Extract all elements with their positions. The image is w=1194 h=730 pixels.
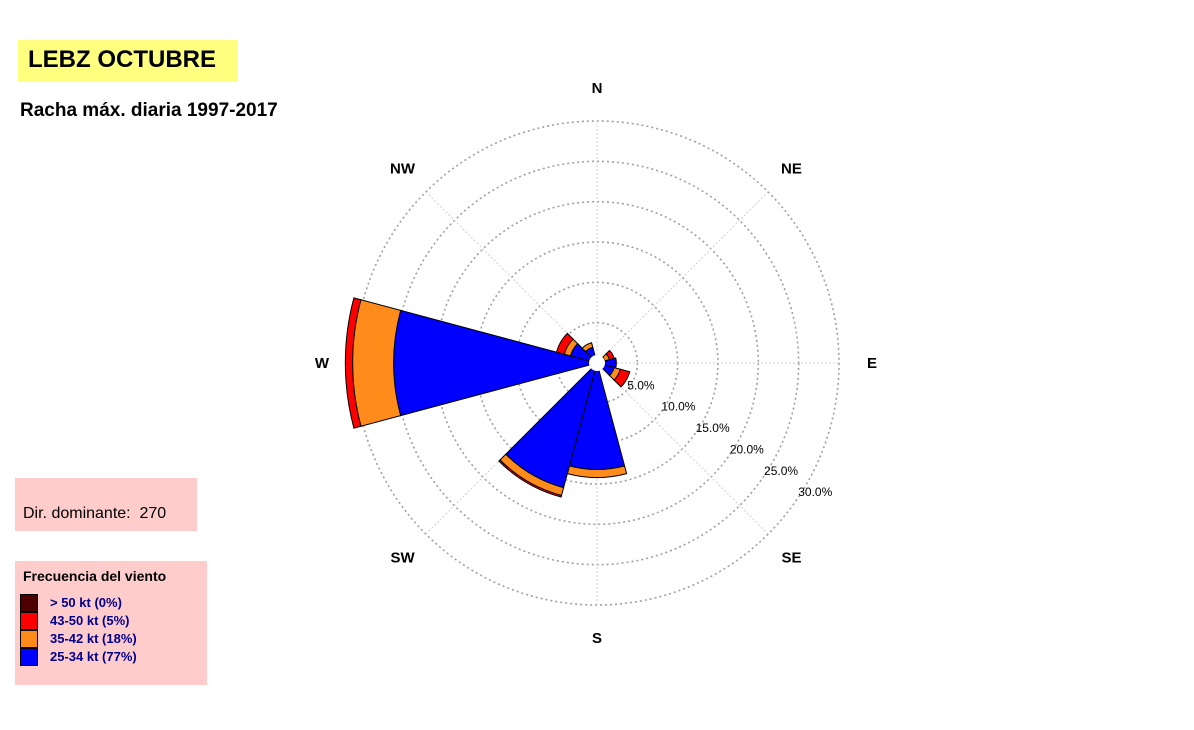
grid-spoke bbox=[596, 191, 769, 364]
legend-label: 25-34 kt (77%) bbox=[50, 649, 137, 664]
center-hole bbox=[589, 355, 605, 371]
chart-subtitle: Racha máx. diaria 1997-2017 bbox=[20, 100, 278, 121]
ring-label: 20.0% bbox=[730, 442, 764, 456]
sector-120-band-2 bbox=[613, 368, 631, 388]
sector-300-band-2 bbox=[555, 332, 574, 355]
ring-label: 25.0% bbox=[764, 464, 798, 478]
ring-label: 30.0% bbox=[798, 485, 832, 499]
direction-label-se: SE bbox=[781, 549, 801, 566]
dominant-direction-box: Dir. dominante: 270 bbox=[15, 478, 197, 531]
direction-label-sw: SW bbox=[390, 549, 415, 566]
sector-210-band-2 bbox=[498, 459, 563, 498]
title-box: LEBZ OCTUBRE bbox=[18, 40, 238, 82]
dominant-direction-text: Dir. dominante: 270 bbox=[23, 505, 167, 522]
chart-title: LEBZ OCTUBRE bbox=[28, 46, 216, 73]
legend-title: Frecuencia del viento bbox=[23, 568, 167, 584]
sector-270-band-1 bbox=[352, 299, 402, 427]
grid-spoke bbox=[596, 362, 769, 535]
sector-330-band-1 bbox=[581, 342, 594, 353]
legend-swatch bbox=[20, 594, 38, 612]
legend-item-43-50: 43-50 kt (5%) bbox=[20, 612, 200, 630]
legend-label: 35-42 kt (18%) bbox=[50, 631, 137, 646]
legend-label: 43-50 kt (5%) bbox=[50, 613, 130, 628]
direction-label-ne: NE bbox=[781, 161, 802, 178]
direction-label-s: S bbox=[592, 630, 602, 647]
legend-swatch bbox=[20, 612, 38, 630]
legend-swatch bbox=[20, 630, 38, 648]
ring-label: 10.0% bbox=[661, 400, 695, 414]
direction-label-n: N bbox=[592, 80, 603, 97]
direction-label-e: E bbox=[867, 355, 877, 372]
legend: Frecuencia del viento > 50 kt (0%) 43-50… bbox=[15, 561, 207, 685]
legend-item-35-42: 35-42 kt (18%) bbox=[20, 630, 200, 648]
legend-swatch bbox=[20, 648, 38, 666]
legend-item-25-34: 25-34 kt (77%) bbox=[20, 648, 200, 666]
sector-270-band-2 bbox=[344, 297, 362, 429]
direction-label-w: W bbox=[315, 355, 330, 372]
legend-item-over-50: > 50 kt (0%) bbox=[20, 594, 200, 612]
ring-label: 5.0% bbox=[627, 378, 655, 392]
direction-label-nw: NW bbox=[390, 161, 416, 178]
ring-label: 15.0% bbox=[696, 421, 730, 435]
legend-label: > 50 kt (0%) bbox=[50, 595, 122, 610]
